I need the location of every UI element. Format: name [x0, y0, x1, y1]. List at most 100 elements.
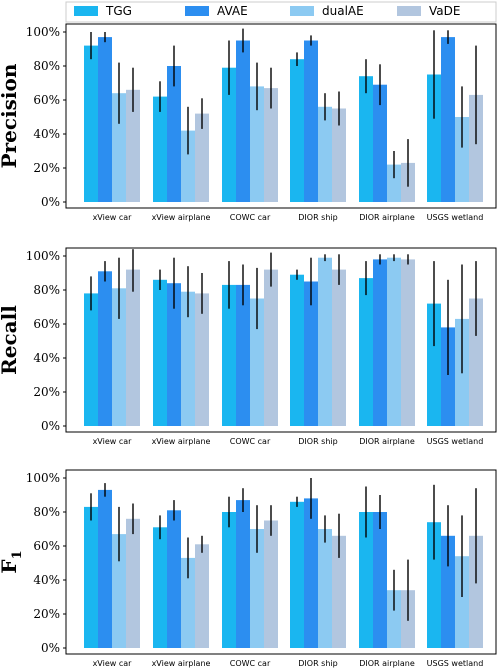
bar-vade: [469, 94, 483, 202]
bar-avae: [304, 281, 318, 426]
panel-f: 0% 20% 40% 60% 80% 100% F1 xView car xView airpl…: [0, 469, 497, 668]
bar-avae: [167, 66, 181, 202]
x-category-label: DIOR airplane: [359, 437, 415, 446]
x-category-label: USGS wetland: [427, 213, 484, 222]
bar-vade: [195, 544, 209, 648]
bar-avae: [98, 37, 112, 202]
bar-tgg: [290, 274, 304, 426]
bar-dualae: [112, 288, 126, 426]
y-tick-label: 20%: [33, 161, 60, 175]
bar-vade: [126, 269, 140, 426]
y-tick-label: 100%: [26, 249, 60, 263]
bar-avae: [304, 40, 318, 202]
x-category-label: USGS wetland: [427, 437, 484, 446]
x-category-label: COWC car: [230, 213, 271, 222]
y-tick-label: 20%: [33, 607, 60, 621]
bar-avae: [98, 271, 112, 426]
legend-swatch-dualae: [290, 6, 314, 16]
plot-frame: [65, 247, 497, 433]
bar-dualae: [250, 298, 264, 426]
plot-frame: [65, 23, 497, 209]
bar-tgg: [427, 74, 441, 202]
bar-dualae: [181, 557, 195, 648]
bar-dualae: [387, 590, 401, 648]
x-category-label: COWC car: [230, 659, 271, 668]
bar-vade: [195, 293, 209, 426]
legend-swatch-vade: [397, 6, 421, 16]
panel-recall: 0% 20% 40% 60% 80% 100% Recall xView car xView a…: [0, 247, 497, 446]
bar-avae: [441, 535, 455, 648]
bar-avae: [236, 40, 250, 202]
legend-swatch-tgg: [74, 6, 98, 16]
bar-dualae: [318, 529, 332, 648]
bar-vade: [126, 518, 140, 648]
bar-dualae: [250, 529, 264, 648]
bar-dualae: [455, 556, 469, 648]
bar-tgg: [84, 45, 98, 202]
bar-avae: [373, 84, 387, 202]
y-axis-label-subscript: 1: [10, 550, 25, 559]
y-tick-label: 60%: [33, 539, 60, 553]
panel-precision: 0% 20% 40% 60% 80% 100% Precision xView car xVie…: [0, 23, 497, 222]
x-category-label: xView car: [93, 437, 133, 446]
legend-label-vade: VaDE: [429, 4, 460, 18]
x-category-label: xView car: [93, 659, 133, 668]
bar-tgg: [222, 284, 236, 426]
bar-tgg: [290, 59, 304, 203]
bar-dualae: [318, 257, 332, 426]
bar-avae: [167, 510, 181, 648]
bar-vade: [332, 269, 346, 426]
bar-dualae: [387, 164, 401, 202]
bar-tgg: [290, 501, 304, 648]
y-tick-label: 100%: [26, 25, 60, 39]
y-tick-label: 40%: [33, 573, 60, 587]
bar-tgg: [427, 303, 441, 426]
x-category-label: DIOR ship: [298, 437, 337, 446]
bar-tgg: [427, 522, 441, 648]
bar-tgg: [153, 279, 167, 426]
bar-avae: [441, 37, 455, 202]
bar-tgg: [222, 512, 236, 648]
y-tick-label: 100%: [26, 471, 60, 485]
bar-tgg: [222, 67, 236, 202]
bar-vade: [332, 535, 346, 648]
y-tick-label: 80%: [33, 59, 60, 73]
bar-avae: [167, 283, 181, 426]
bar-dualae: [318, 106, 332, 202]
x-category-label: USGS wetland: [427, 659, 484, 668]
bar-avae: [236, 500, 250, 648]
bar-vade: [195, 113, 209, 202]
legend-box: [65, 1, 497, 23]
bar-dualae: [112, 93, 126, 202]
bar-vade: [401, 259, 415, 426]
plot-frame: [65, 469, 497, 655]
y-tick-label: 0%: [41, 195, 60, 209]
bar-avae: [441, 327, 455, 426]
x-category-label: DIOR ship: [298, 213, 337, 222]
bar-avae: [98, 489, 112, 648]
bar-avae: [373, 259, 387, 426]
bar-avae: [373, 512, 387, 648]
x-category-label: xView airplane: [152, 659, 211, 668]
x-category-label: COWC car: [230, 437, 271, 446]
bar-dualae: [181, 291, 195, 426]
x-category-label: xView airplane: [152, 437, 211, 446]
bar-tgg: [359, 76, 373, 202]
bar-avae: [236, 284, 250, 426]
y-axis-label: Precision: [0, 63, 21, 168]
bar-tgg: [84, 293, 98, 426]
y-axis-label: Recall: [0, 305, 21, 375]
y-tick-label: 60%: [33, 317, 60, 331]
bar-vade: [126, 89, 140, 202]
x-category-label: xView car: [93, 213, 133, 222]
bar-tgg: [153, 96, 167, 202]
y-tick-label: 80%: [33, 283, 60, 297]
y-axis-label: F1: [0, 550, 25, 573]
y-tick-label: 60%: [33, 93, 60, 107]
bar-vade: [469, 535, 483, 648]
bar-dualae: [181, 130, 195, 202]
x-category-label: DIOR airplane: [359, 213, 415, 222]
bar-tgg: [153, 527, 167, 648]
bar-vade: [332, 108, 346, 202]
